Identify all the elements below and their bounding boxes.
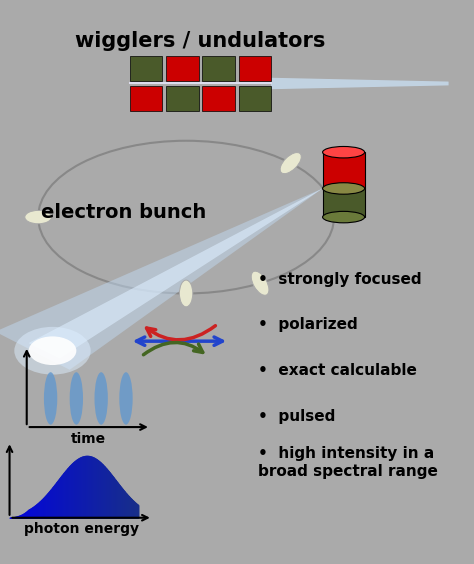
Ellipse shape [28, 336, 76, 365]
Ellipse shape [323, 183, 365, 194]
Ellipse shape [251, 271, 269, 296]
Polygon shape [271, 78, 448, 89]
Text: photon energy: photon energy [24, 522, 138, 536]
Text: •  strongly focused: • strongly focused [258, 272, 421, 287]
FancyBboxPatch shape [238, 56, 271, 81]
FancyBboxPatch shape [202, 86, 235, 111]
Text: time: time [71, 431, 106, 446]
Ellipse shape [25, 210, 52, 224]
Ellipse shape [323, 147, 365, 158]
Text: •  high intensity in a
broad spectral range: • high intensity in a broad spectral ran… [258, 446, 438, 479]
Text: wigglers / undulators: wigglers / undulators [75, 30, 326, 51]
Ellipse shape [323, 212, 365, 223]
FancyArrowPatch shape [144, 342, 203, 355]
Ellipse shape [94, 372, 108, 425]
Ellipse shape [119, 372, 133, 425]
Ellipse shape [14, 327, 91, 374]
Text: •  pulsed: • pulsed [258, 409, 335, 424]
FancyArrowPatch shape [146, 325, 215, 340]
Text: •  exact calculable: • exact calculable [258, 363, 417, 378]
FancyBboxPatch shape [323, 188, 365, 217]
Text: electron bunch: electron bunch [41, 203, 207, 222]
Polygon shape [28, 188, 323, 358]
FancyBboxPatch shape [202, 56, 235, 81]
FancyBboxPatch shape [166, 56, 199, 81]
Ellipse shape [280, 152, 301, 174]
FancyBboxPatch shape [130, 56, 162, 81]
FancyBboxPatch shape [130, 86, 162, 111]
FancyBboxPatch shape [323, 152, 365, 188]
Ellipse shape [44, 372, 57, 425]
Ellipse shape [180, 280, 193, 307]
FancyBboxPatch shape [238, 86, 271, 111]
Polygon shape [0, 188, 323, 370]
Ellipse shape [70, 372, 83, 425]
FancyBboxPatch shape [166, 86, 199, 111]
Text: •  polarized: • polarized [258, 318, 357, 332]
